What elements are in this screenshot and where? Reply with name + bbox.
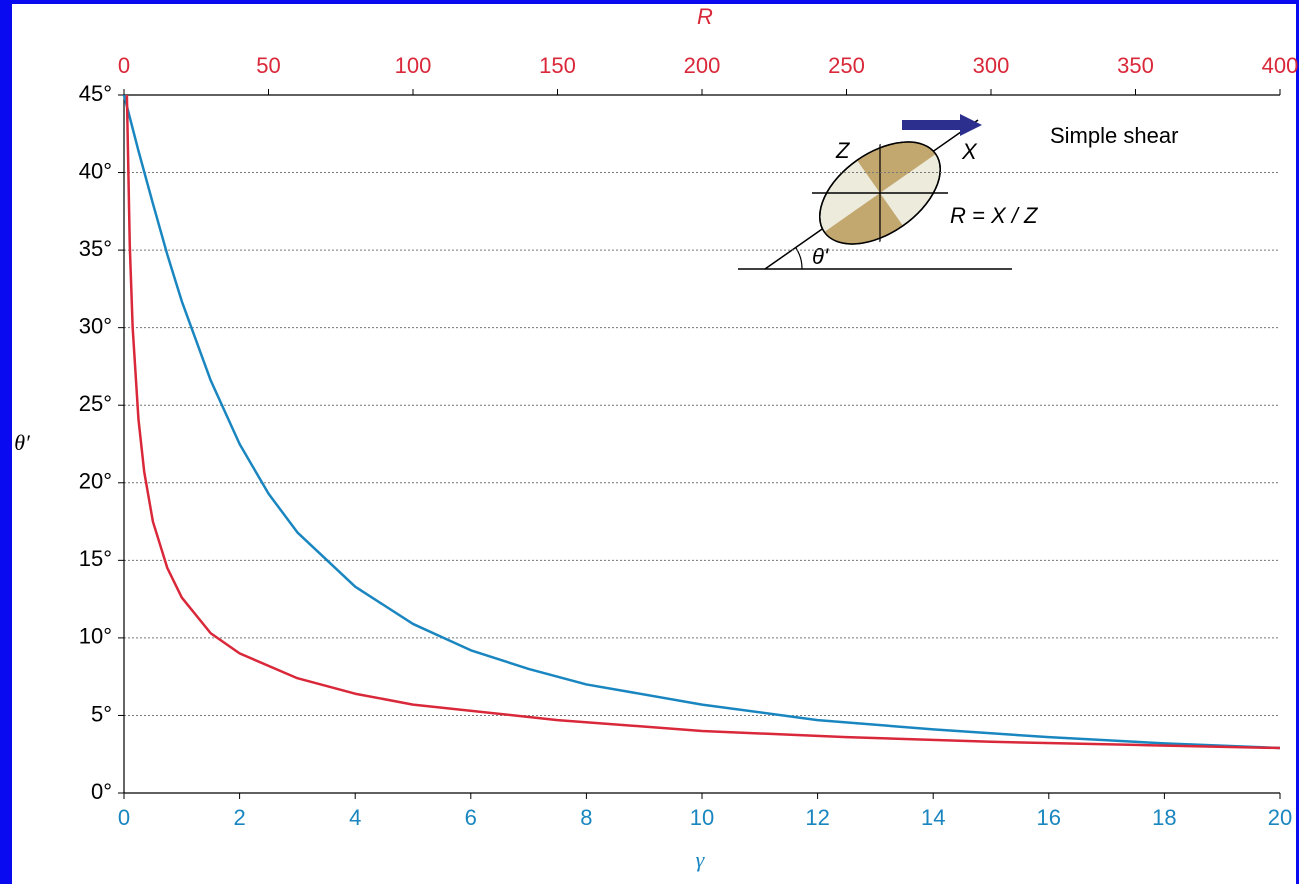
y-tick-label: 35°	[79, 236, 112, 261]
y-tick-label: 45°	[79, 81, 112, 106]
y-tick-label: 15°	[79, 546, 112, 571]
x-tick-label: 12	[805, 805, 829, 830]
x2-tick-label: 100	[395, 53, 432, 78]
x2-tick-label: 50	[256, 53, 280, 78]
x2-tick-label: 350	[1117, 53, 1154, 78]
y-tick-label: 5°	[91, 701, 112, 726]
x-tick-label: 10	[690, 805, 714, 830]
x2-tick-label: 400	[1262, 53, 1299, 78]
page: R γ θ′ Simple shear Z X R = X / Z θ' 0° 5…	[0, 0, 1299, 884]
x2-tick-label: 300	[973, 53, 1010, 78]
x2-tick-label: 0	[118, 53, 130, 78]
annotation: θ'	[812, 244, 829, 269]
y-axis-label: θ′	[14, 430, 31, 455]
annotation: X	[961, 139, 978, 164]
y-tick-label: 40°	[79, 158, 112, 183]
x-tick-label: 14	[921, 805, 945, 830]
y-tick-label: 25°	[79, 391, 112, 416]
x2-tick-label: 200	[684, 53, 721, 78]
annotation: Z	[835, 138, 851, 163]
annotation: Simple shear	[1050, 123, 1178, 148]
x2-tick-label: 150	[539, 53, 576, 78]
x-tick-label: 4	[349, 805, 361, 830]
x-tick-label: 0	[118, 805, 130, 830]
y-tick-label: 30°	[79, 313, 112, 338]
x2-tick-label: 250	[828, 53, 865, 78]
x-tick-label: 16	[1037, 805, 1061, 830]
annotation: R = X / Z	[950, 203, 1039, 228]
x-tick-label: 8	[580, 805, 592, 830]
x-tick-label: 18	[1152, 805, 1176, 830]
y-tick-label: 10°	[79, 624, 112, 649]
x-tick-label: 2	[233, 805, 245, 830]
x-tick-label: 20	[1268, 805, 1292, 830]
y-tick-label: 0°	[91, 779, 112, 804]
y-tick-label: 20°	[79, 469, 112, 494]
x-axis-label: γ	[696, 847, 706, 872]
x-tick-label: 6	[465, 805, 477, 830]
chart: R γ θ′ Simple shear Z X R = X / Z θ' 0° 5…	[0, 0, 1299, 884]
x2-axis-label: R	[697, 4, 713, 29]
